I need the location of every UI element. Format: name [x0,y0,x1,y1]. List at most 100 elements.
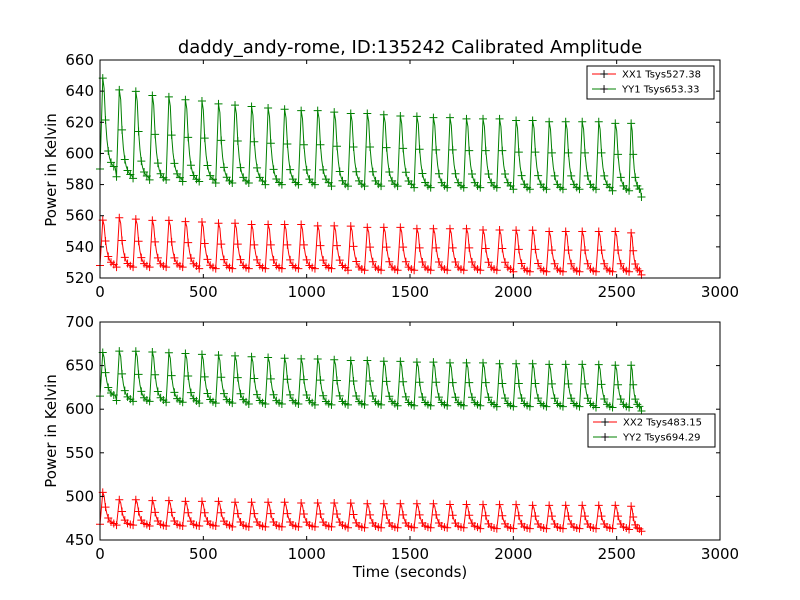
x-axis-label: Time (seconds) [352,563,468,581]
top-series-point [393,266,402,275]
top-series-point [583,259,592,268]
top-series-point [608,186,617,195]
top-series-point [313,106,322,115]
top-series-point [332,142,341,151]
bottom-series-point [517,394,526,403]
bottom-series-point [181,349,190,358]
bottom-series-point [578,360,587,369]
top-series-point [363,223,372,232]
top-series-point [181,95,190,104]
bottom-series-point [528,501,537,510]
top-x-tick-label: 0 [95,283,105,301]
top-series-point [462,224,471,233]
top-series-point [382,143,391,152]
top-series-point [629,150,638,159]
top-series-point [327,182,336,191]
top-series-point [528,116,537,125]
top-series-point [578,227,587,236]
bottom-series-point [134,370,143,379]
top-series-point [214,219,223,228]
top-series-point [200,239,209,248]
top-series-point [635,184,644,193]
bottom-series-point [197,350,206,359]
top-series-point [611,119,620,128]
bottom-series-point [162,522,171,531]
bottom-series-point [611,501,620,510]
top-series-point [184,133,193,142]
top-series-point [310,264,319,273]
top-series-point [231,219,240,228]
top-series-point [399,144,408,153]
bottom-series-point [145,397,154,406]
bottom-series-point [479,358,488,367]
bottom-series-point [233,509,242,518]
top-series-point [118,125,127,134]
top-series-point [501,170,510,179]
bottom-series-point [178,522,187,531]
top-series-point [162,263,171,272]
top-series-point [352,167,361,176]
top-series-point [578,117,587,126]
top-x-tick-label: 2000 [494,283,532,301]
top-series-point [145,175,154,184]
bottom-series-point [592,524,600,533]
top-series-point [220,255,228,264]
top-series-point [426,183,435,192]
top-series-point [344,266,352,275]
bottom-series-point [151,508,160,517]
top-series-point [517,259,526,268]
bottom-series-point [514,511,523,520]
bottom-y-tick-label: 600 [65,400,94,418]
bottom-series-point [481,378,490,387]
bottom-series-point [280,354,289,363]
top-series-point [547,148,556,157]
bottom-series-point [412,499,421,508]
top-series-point [468,257,476,266]
top-series-point [426,266,435,275]
top-series-point [186,254,195,263]
bottom-series-point [426,523,435,532]
top-series-point [197,217,206,226]
top-series-point [561,117,570,126]
top-series-point [167,237,176,246]
bottom-legend-marker-xx2: + [600,415,610,429]
top-series-point [101,237,110,246]
bottom-series-point [625,525,634,534]
bottom-series-point [509,402,518,411]
top-series-point [123,166,132,175]
top-series-point [277,180,286,189]
top-series-point [633,264,642,273]
bottom-series-point [247,498,256,507]
top-series-point [352,257,361,266]
top-y-tick-label: 540 [65,238,94,256]
top-series-point [247,220,256,229]
bottom-series-point [575,524,584,533]
top-series-point [627,119,636,128]
top-series-point [153,159,162,168]
bottom-series-point [112,396,121,405]
bottom-series-point [479,500,488,509]
bottom-series-point [616,395,625,404]
top-series-point [231,101,240,110]
top-series-point [115,213,124,222]
bottom-series-point [164,348,173,357]
top-series-point [112,172,121,181]
top-legend-marker-yy1: + [599,82,609,96]
bottom-series-point [203,389,212,398]
bottom-series-point [363,356,372,365]
top-series-point [558,185,567,194]
top-series-0 [96,213,646,279]
bottom-series-point [283,509,292,518]
top-series-layer [96,74,646,279]
top-series-point [418,169,427,178]
bottom-series-point [266,374,275,383]
bottom-series-point [492,402,501,411]
bottom-series-point [459,523,468,532]
bottom-series-point [575,402,584,411]
bottom-series-point [330,498,339,507]
bottom-series-point [629,380,638,389]
top-legend-label-yy1: YY1 Tsys653.33 [621,85,700,96]
top-series-point [476,183,485,192]
top-series-point [514,245,523,254]
bottom-series-point [625,403,634,412]
